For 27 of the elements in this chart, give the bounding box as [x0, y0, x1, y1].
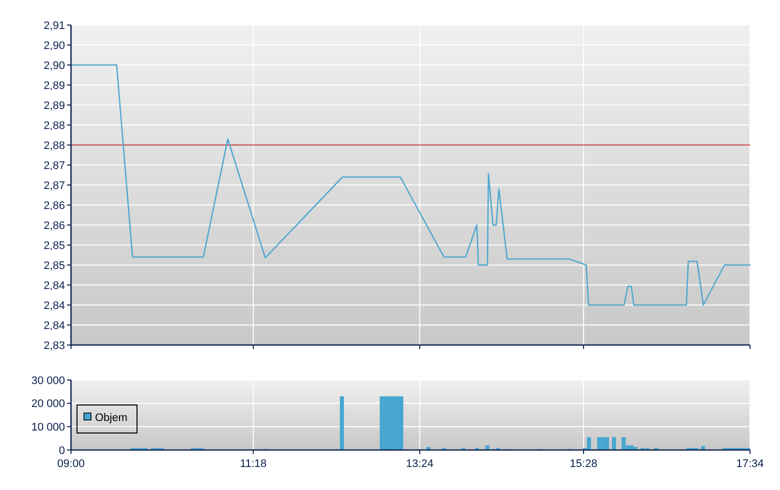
x-tick-label: 17:34 — [736, 458, 764, 470]
y-tick-label: 2,85 — [44, 240, 65, 252]
x-tick-label: 13:24 — [406, 458, 434, 470]
x-tick-label: 15:28 — [570, 458, 598, 470]
y-tick-label: 2,84 — [44, 320, 65, 332]
x-tick-label: 09:00 — [57, 458, 85, 470]
y-tick-label: 2,87 — [44, 180, 65, 192]
y-tick-label: 0 — [58, 444, 65, 457]
y-tick-label: 2,91 — [44, 20, 65, 32]
legend-label: Objem — [95, 412, 128, 424]
y-tick-label: 2,89 — [44, 100, 65, 112]
y-tick-label: 10 000 — [31, 422, 65, 434]
y-tick-label: 2,88 — [44, 140, 65, 152]
y-tick-label: 2,90 — [44, 60, 65, 72]
y-tick-label: 2,87 — [44, 160, 65, 172]
y-tick-label: 2,89 — [44, 80, 65, 92]
y-tick-label: 2,88 — [44, 120, 65, 132]
y-tick-label: 2,86 — [44, 220, 65, 232]
y-tick-label: 20 000 — [31, 398, 65, 410]
y-tick-label: 2,86 — [44, 200, 65, 212]
y-tick-label: 2,83 — [44, 340, 65, 352]
y-tick-label: 2,84 — [44, 280, 65, 292]
y-tick-label: 2,84 — [44, 300, 65, 312]
y-tick-label: 30 000 — [31, 374, 65, 387]
y-tick-label: 2,90 — [44, 40, 65, 52]
x-tick-label: 11:18 — [240, 458, 267, 470]
y-tick-label: 2,85 — [44, 260, 65, 272]
